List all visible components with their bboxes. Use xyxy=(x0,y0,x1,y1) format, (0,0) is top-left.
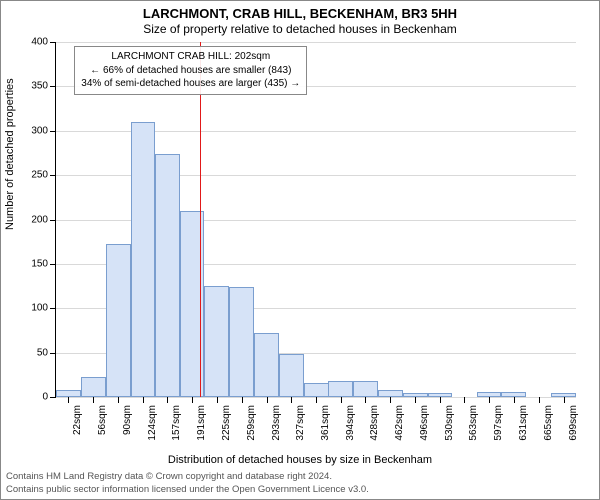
x-tick xyxy=(167,397,168,403)
x-tick xyxy=(143,397,144,403)
annotation-line: ← 66% of detached houses are smaller (84… xyxy=(81,64,300,78)
x-tick xyxy=(564,397,565,403)
x-tick xyxy=(489,397,490,403)
footer-attribution: Contains HM Land Registry data © Crown c… xyxy=(6,471,369,496)
histogram-bar xyxy=(229,287,254,397)
y-tick xyxy=(50,131,56,132)
x-tick xyxy=(118,397,119,403)
x-tick-label: 124sqm xyxy=(147,405,158,441)
x-tick xyxy=(514,397,515,403)
y-tick-label: 200 xyxy=(18,214,48,225)
x-tick-label: 699sqm xyxy=(568,405,579,441)
histogram-bar xyxy=(155,154,180,397)
x-tick xyxy=(217,397,218,403)
x-tick-label: 90sqm xyxy=(122,405,133,435)
chart-container: LARCHMONT, CRAB HILL, BECKENHAM, BR3 5HH… xyxy=(0,0,600,500)
x-tick xyxy=(440,397,441,403)
y-tick-label: 350 xyxy=(18,81,48,92)
x-tick xyxy=(539,397,540,403)
x-axis-label: Distribution of detached houses by size … xyxy=(0,454,600,466)
y-tick xyxy=(50,264,56,265)
annotation-line: 34% of semi-detached houses are larger (… xyxy=(81,77,300,91)
annotation-line: LARCHMONT CRAB HILL: 202sqm xyxy=(81,50,300,64)
histogram-bar xyxy=(279,354,304,397)
x-tick-label: 22sqm xyxy=(72,405,83,435)
y-tick xyxy=(50,175,56,176)
y-tick-label: 50 xyxy=(18,347,48,358)
y-tick-label: 250 xyxy=(18,170,48,181)
histogram-bar xyxy=(56,390,81,397)
x-tick xyxy=(242,397,243,403)
histogram-bar xyxy=(254,333,279,397)
y-tick xyxy=(50,308,56,309)
x-tick-label: 225sqm xyxy=(221,405,232,441)
x-tick-label: 191sqm xyxy=(196,405,207,441)
histogram-bar xyxy=(304,383,329,397)
x-tick-label: 530sqm xyxy=(444,405,455,441)
footer-line1: Contains HM Land Registry data © Crown c… xyxy=(6,471,369,483)
y-tick-label: 150 xyxy=(18,258,48,269)
plot-area: 050100150200250300350400LARCHMONT CRAB H… xyxy=(55,42,576,398)
x-tick xyxy=(267,397,268,403)
y-tick-label: 400 xyxy=(18,37,48,48)
histogram-bar xyxy=(106,244,131,397)
histogram-bar xyxy=(328,381,353,397)
y-tick xyxy=(50,353,56,354)
x-tick-label: 56sqm xyxy=(97,405,108,435)
x-tick-label: 327sqm xyxy=(295,405,306,441)
x-tick xyxy=(291,397,292,403)
y-tick xyxy=(50,86,56,87)
x-tick-label: 293sqm xyxy=(271,405,282,441)
x-tick xyxy=(390,397,391,403)
x-tick-label: 361sqm xyxy=(320,405,331,441)
chart-title-sub: Size of property relative to detached ho… xyxy=(0,22,600,36)
x-tick-label: 631sqm xyxy=(518,405,529,441)
x-tick-label: 597sqm xyxy=(493,405,504,441)
histogram-bar xyxy=(81,377,106,397)
x-tick-label: 428sqm xyxy=(369,405,380,441)
x-tick-label: 563sqm xyxy=(468,405,479,441)
histogram-bar xyxy=(378,390,403,397)
gridline xyxy=(56,42,576,43)
x-tick xyxy=(341,397,342,403)
x-tick-label: 665sqm xyxy=(543,405,554,441)
x-tick-label: 394sqm xyxy=(345,405,356,441)
y-tick-label: 300 xyxy=(18,125,48,136)
y-axis-label: Number of detached properties xyxy=(4,78,16,230)
histogram-bar xyxy=(353,381,378,397)
y-tick-label: 100 xyxy=(18,303,48,314)
y-tick xyxy=(50,397,56,398)
x-tick-label: 462sqm xyxy=(394,405,405,441)
annotation-box: LARCHMONT CRAB HILL: 202sqm← 66% of deta… xyxy=(74,46,307,95)
y-tick xyxy=(50,220,56,221)
x-tick xyxy=(464,397,465,403)
footer-line2: Contains public sector information licen… xyxy=(6,484,369,496)
y-tick xyxy=(50,42,56,43)
histogram-bar xyxy=(204,286,229,397)
histogram-bar xyxy=(131,122,156,397)
x-tick-label: 157sqm xyxy=(171,405,182,441)
x-tick-label: 259sqm xyxy=(246,405,257,441)
x-tick xyxy=(93,397,94,403)
chart-title-main: LARCHMONT, CRAB HILL, BECKENHAM, BR3 5HH xyxy=(0,6,600,21)
x-tick-label: 496sqm xyxy=(419,405,430,441)
x-tick xyxy=(68,397,69,403)
x-tick xyxy=(316,397,317,403)
y-tick-label: 0 xyxy=(18,392,48,403)
x-tick xyxy=(365,397,366,403)
x-tick xyxy=(192,397,193,403)
x-tick xyxy=(415,397,416,403)
reference-line xyxy=(200,42,201,397)
